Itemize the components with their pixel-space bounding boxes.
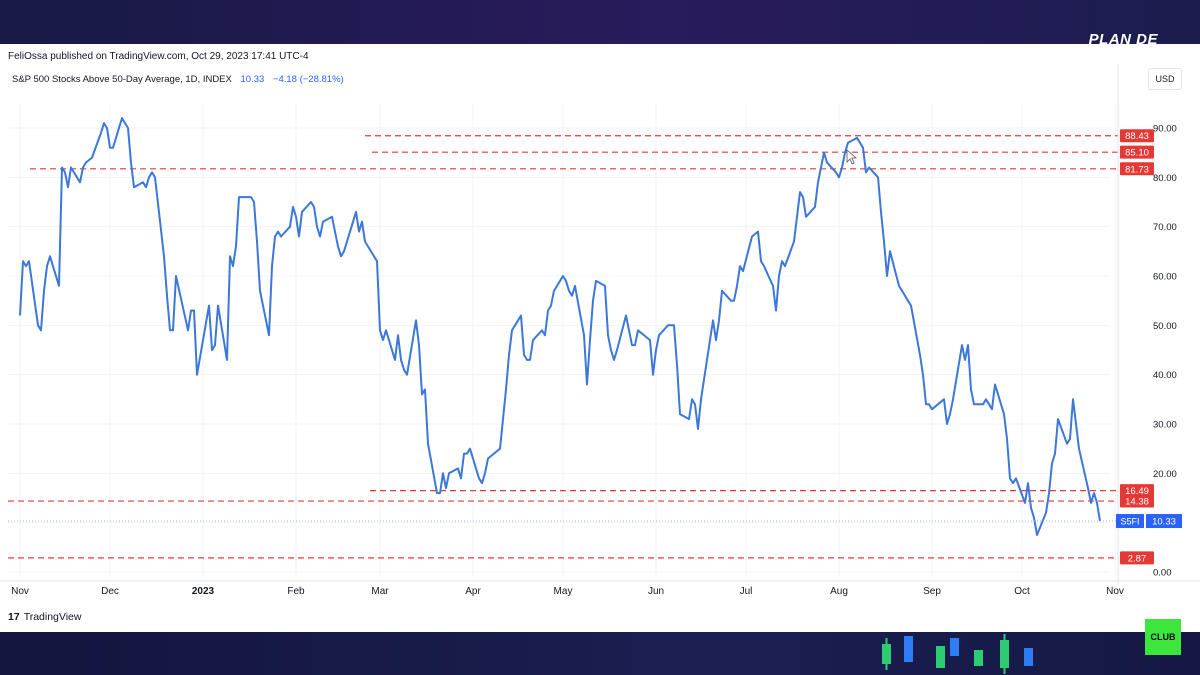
- price-chart[interactable]: 0.0010.0020.0030.0040.0050.0060.0070.008…: [0, 44, 1200, 632]
- y-tick-label: 90.00: [1153, 124, 1177, 135]
- level-tag: 2.87: [1120, 551, 1154, 565]
- x-tick-label: Apr: [465, 586, 481, 597]
- tradingview-logo-icon: 17: [8, 611, 20, 623]
- level-tag: 14.38: [1120, 494, 1154, 508]
- grid-layer: [8, 104, 1116, 577]
- y-tick-label: 70.00: [1153, 222, 1177, 233]
- y-tick-label: 40.00: [1153, 370, 1177, 381]
- x-tick-label: Nov: [11, 586, 29, 597]
- x-tick-label: Sep: [923, 586, 941, 597]
- x-tick-label: Aug: [830, 586, 848, 597]
- level-tag: 88.43: [1120, 129, 1154, 143]
- x-tick-label: Oct: [1014, 586, 1030, 597]
- level-tag: 16.49: [1120, 484, 1154, 498]
- x-tick-label: Feb: [287, 586, 305, 597]
- brand-text: PLAN DE: [1088, 31, 1158, 48]
- y-tick-label: 80.00: [1153, 173, 1177, 184]
- tradingview-logo-text: TradingView: [23, 611, 82, 623]
- x-axis[interactable]: Nov Dec 2023 Feb Mar Apr May Jun Jul Aug Sep Oct Nov: [0, 580, 1200, 597]
- last-value: 10.33: [240, 74, 265, 85]
- published-caption: FeliOssa published on TradingView.com, O…: [8, 51, 309, 62]
- last-price-tag: 10.33: [1146, 514, 1182, 529]
- level-tag: 85.10: [1120, 145, 1154, 159]
- level-tag-label: 16.49: [1125, 486, 1149, 497]
- level-tag-label: 14.38: [1125, 497, 1149, 508]
- x-tick-label: Jun: [648, 586, 664, 597]
- chart-panel[interactable]: FeliOssa published on TradingView.com, O…: [0, 44, 1200, 632]
- symbol-tag-label: S5FI: [1120, 517, 1139, 527]
- series-layer: [8, 117, 1118, 536]
- level-tag-label: 85.10: [1125, 148, 1149, 159]
- change-value: −4.18 (−28.81%): [272, 74, 344, 85]
- level-tag-label: 2.87: [1128, 553, 1147, 564]
- currency-button[interactable]: USD: [1148, 68, 1182, 90]
- levels-layer: [8, 135, 1118, 559]
- x-tick-label: Nov: [1106, 586, 1124, 597]
- y-tick-label: 20.00: [1153, 469, 1177, 480]
- top-banner: PLAN DE: [0, 0, 1200, 48]
- last-price-label: 10.33: [1152, 517, 1176, 528]
- x-tick-label: Jul: [740, 586, 753, 597]
- x-tick-label: Dec: [101, 586, 119, 597]
- tradingview-logo[interactable]: 17 TradingView: [8, 611, 81, 623]
- x-tick-label: Mar: [371, 586, 389, 597]
- cursor-icon: [846, 149, 858, 165]
- chart-legend: S&P 500 Stocks Above 50-Day Average, 1D,…: [12, 74, 344, 85]
- x-tick-label: May: [554, 586, 573, 597]
- y-tick-label: 30.00: [1153, 420, 1177, 431]
- candles-decoration-icon: [882, 634, 1033, 674]
- club-logo: CLUB: [1145, 619, 1181, 655]
- y-tick-label: 60.00: [1153, 272, 1177, 283]
- y-tick-label: 0.00: [1153, 568, 1172, 579]
- level-tag-label: 81.73: [1125, 164, 1149, 175]
- instrument-title: S&P 500 Stocks Above 50-Day Average, 1D,…: [12, 74, 232, 85]
- x-tick-label: 2023: [192, 586, 215, 597]
- symbol-tag: S5FI: [1116, 514, 1144, 529]
- series-line-s5fi[interactable]: [19, 117, 1101, 536]
- level-tag: 81.73: [1120, 162, 1154, 176]
- level-tag-label: 88.43: [1125, 131, 1149, 142]
- y-tick-label: 50.00: [1153, 321, 1177, 332]
